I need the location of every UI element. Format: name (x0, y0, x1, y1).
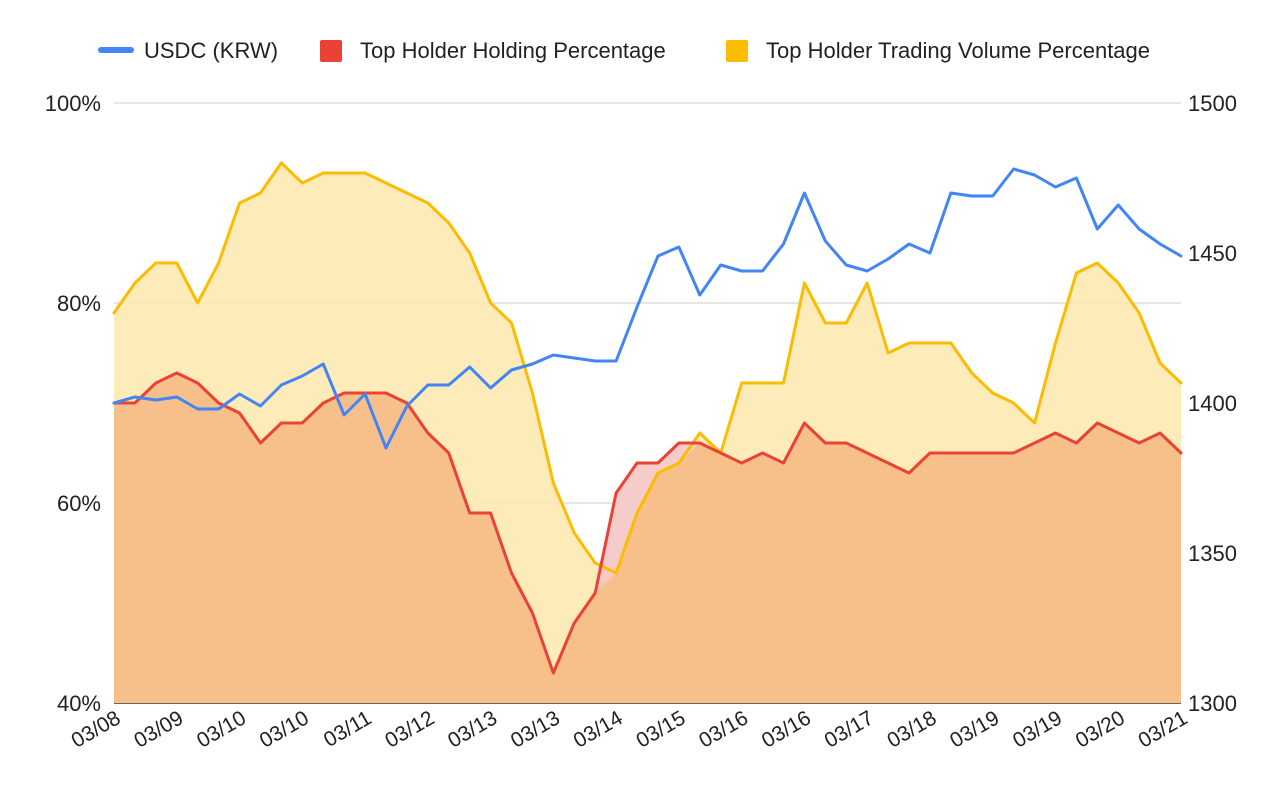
x-tick-label: 03/15 (632, 706, 689, 752)
chart-legend: USDC (KRW) Top Holder Holding Percentage… (98, 38, 1150, 63)
x-tick-label: 03/19 (946, 706, 1003, 752)
y-right-tick-label: 1400 (1188, 391, 1237, 416)
y-axis-left: 40% 60% 80% 100% (45, 91, 101, 716)
x-tick-label: 03/20 (1072, 706, 1129, 752)
legend-label-usdc: USDC (KRW) (144, 38, 278, 63)
x-tick-label: 03/16 (695, 706, 752, 752)
area-fills (114, 163, 1181, 703)
x-tick-label: 03/14 (570, 706, 627, 752)
legend-label-holding: Top Holder Holding Percentage (360, 38, 666, 63)
x-tick-label: 03/16 (758, 706, 815, 752)
y-left-tick-label: 100% (45, 91, 101, 116)
y-axis-right: 1300 1350 1400 1450 1500 (1188, 91, 1237, 716)
legend-item-usdc[interactable]: USDC (KRW) (98, 38, 278, 63)
x-tick-label: 03/17 (821, 706, 878, 752)
x-tick-label: 03/19 (1009, 706, 1066, 752)
x-axis: 03/08 03/09 03/10 03/10 03/11 03/12 03/13 03/13… (67, 706, 1191, 752)
y-right-tick-label: 1450 (1188, 241, 1237, 266)
area-overlap (114, 373, 1181, 703)
y-right-tick-label: 1350 (1188, 541, 1237, 566)
legend-label-trading-volume: Top Holder Trading Volume Percentage (766, 38, 1150, 63)
x-tick-label: 03/12 (381, 706, 438, 752)
legend-swatch-holding (320, 40, 342, 62)
x-tick-label: 03/13 (444, 706, 501, 752)
legend-swatch-trading-volume (726, 40, 748, 62)
y-right-tick-label: 1300 (1188, 691, 1237, 716)
line-trading-volume (112, 161, 1183, 575)
series-lines (112, 161, 1183, 675)
y-left-tick-label: 80% (57, 291, 101, 316)
x-tick-label: 03/09 (130, 706, 187, 752)
line-holding (112, 371, 1183, 675)
x-tick-label: 03/10 (193, 706, 250, 752)
line-usdc (112, 167, 1183, 450)
legend-item-holding[interactable]: Top Holder Holding Percentage (320, 38, 666, 63)
y-left-tick-label: 60% (57, 491, 101, 516)
legend-item-trading-volume[interactable]: Top Holder Trading Volume Percentage (726, 38, 1150, 63)
x-tick-label: 03/11 (320, 706, 376, 751)
x-tick-label: 03/10 (256, 706, 313, 752)
x-tick-label: 03/13 (507, 706, 564, 752)
x-tick-label: 03/18 (883, 706, 940, 752)
y-right-tick-label: 1500 (1188, 91, 1237, 116)
x-tick-label: 03/21 (1134, 706, 1191, 752)
y-left-tick-label: 40% (57, 691, 101, 716)
